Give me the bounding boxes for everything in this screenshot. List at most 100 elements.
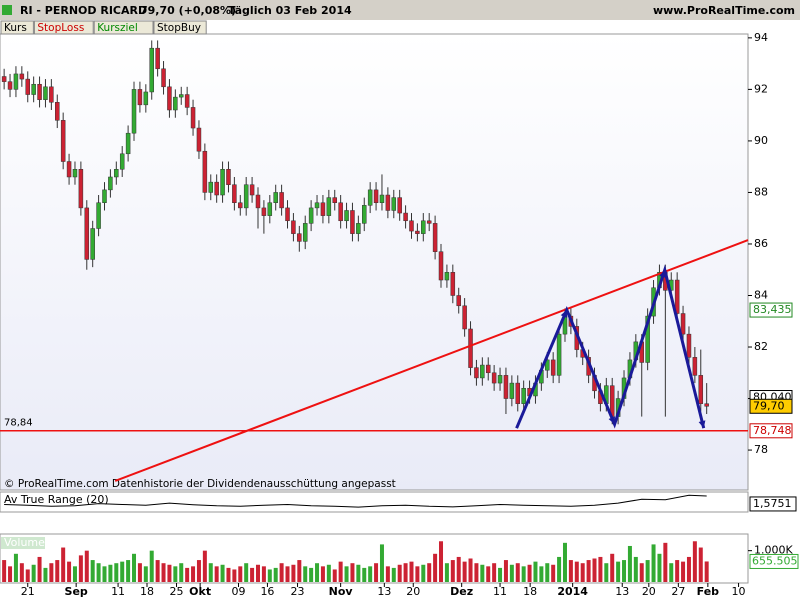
candle-body	[249, 184, 255, 196]
volume-bar	[616, 561, 621, 582]
volume-bar	[551, 564, 556, 582]
volume-bar	[403, 563, 408, 582]
volume-bar	[185, 567, 190, 582]
volume-bar	[279, 563, 284, 582]
instrument-title: RI - PERNOD RICARD	[20, 4, 147, 17]
volume-bar	[273, 567, 278, 582]
candle-body	[438, 251, 444, 281]
x-tick-label: Dez	[450, 585, 473, 598]
x-tick-label: 2014	[557, 585, 588, 598]
x-tick-label: 16	[260, 585, 274, 598]
candle-body	[350, 210, 355, 234]
volume-bar	[433, 553, 438, 582]
candle-body	[645, 315, 650, 363]
volume-bar	[261, 566, 266, 582]
volume-bar	[610, 553, 615, 582]
volume-bar	[37, 556, 42, 582]
volume-bar	[49, 563, 54, 582]
volume-bar	[545, 563, 550, 582]
candle-body	[373, 189, 379, 203]
candle-body	[362, 205, 367, 224]
x-tick-label: 20	[406, 585, 420, 598]
volume-bar	[191, 566, 196, 582]
volume-bar	[8, 566, 13, 582]
candle-body	[397, 197, 402, 214]
candle-body	[167, 86, 172, 111]
volume-bar	[374, 563, 379, 582]
trend-line	[114, 239, 749, 482]
candle-body	[338, 202, 343, 222]
volume-bar	[622, 560, 627, 582]
volume-bar	[67, 561, 72, 582]
volume-bar	[521, 566, 526, 582]
volume-bar	[468, 558, 473, 582]
volume-bar	[639, 563, 644, 582]
candle-body	[556, 333, 562, 376]
volume-bar	[391, 567, 396, 582]
volume-bar	[78, 555, 83, 582]
y-tick-label: 78	[754, 443, 768, 456]
candle-body	[320, 202, 326, 216]
candle-body	[409, 220, 414, 232]
candle-body	[503, 375, 509, 399]
volume-bar	[72, 566, 77, 582]
tab	[33, 20, 94, 35]
candle-body	[66, 161, 72, 178]
volume-bar	[604, 563, 609, 582]
x-tick-label: 18	[140, 585, 154, 598]
volume-bar	[338, 561, 343, 582]
candle-body	[43, 86, 48, 100]
x-tick-label: 11	[493, 585, 507, 598]
x-tick-label: 23	[291, 585, 305, 598]
candle-body	[426, 220, 432, 224]
candle-body	[521, 387, 526, 404]
candle-body	[90, 228, 95, 260]
volume-tick-label: 1.000K	[754, 544, 793, 557]
candle-body	[704, 403, 709, 407]
candle-body	[273, 192, 278, 203]
price-label: 79,70	[753, 399, 785, 412]
y-tick-label: 92	[754, 82, 768, 95]
atr-last-box	[749, 496, 797, 512]
volume-bar	[397, 564, 402, 582]
volume-bar	[303, 566, 308, 582]
candle-body	[243, 184, 249, 209]
volume-bar	[25, 569, 30, 582]
candle-body	[285, 207, 290, 222]
volume-bar	[651, 544, 656, 582]
volume-bar	[439, 541, 444, 582]
volume-bar	[202, 550, 207, 582]
volume-bar	[61, 547, 66, 582]
x-tick-label: Okt	[189, 585, 211, 598]
candle-body	[102, 189, 107, 203]
candle-body	[432, 223, 438, 252]
candle-body	[403, 212, 408, 222]
volume-bar	[533, 561, 538, 582]
left-label: 78,84	[4, 417, 33, 428]
tab	[93, 20, 154, 35]
volume-bar	[515, 563, 520, 582]
volume-bar	[598, 556, 603, 582]
volume-bar	[220, 564, 225, 582]
arrow-head	[698, 420, 706, 429]
candle-body	[344, 210, 349, 222]
volume-bar	[356, 564, 361, 582]
volume-bar	[332, 569, 337, 582]
candle-body	[196, 127, 202, 152]
candle-body	[474, 367, 479, 379]
volume-bar	[13, 553, 18, 582]
candle-body	[149, 47, 154, 93]
tab	[153, 20, 207, 35]
y-tick-label: 84	[754, 288, 768, 301]
volume-bar	[527, 564, 532, 582]
volume-bar	[462, 561, 467, 582]
arrow-head	[659, 269, 666, 278]
candle-body	[72, 169, 78, 178]
volume-bar	[362, 567, 367, 582]
volume-bar	[427, 563, 432, 582]
volume-bar	[208, 563, 213, 582]
volume-bar	[503, 560, 508, 582]
volume-bar	[315, 563, 320, 582]
price-panel	[0, 33, 749, 491]
atr-label: Av True Range (20)	[4, 493, 109, 506]
